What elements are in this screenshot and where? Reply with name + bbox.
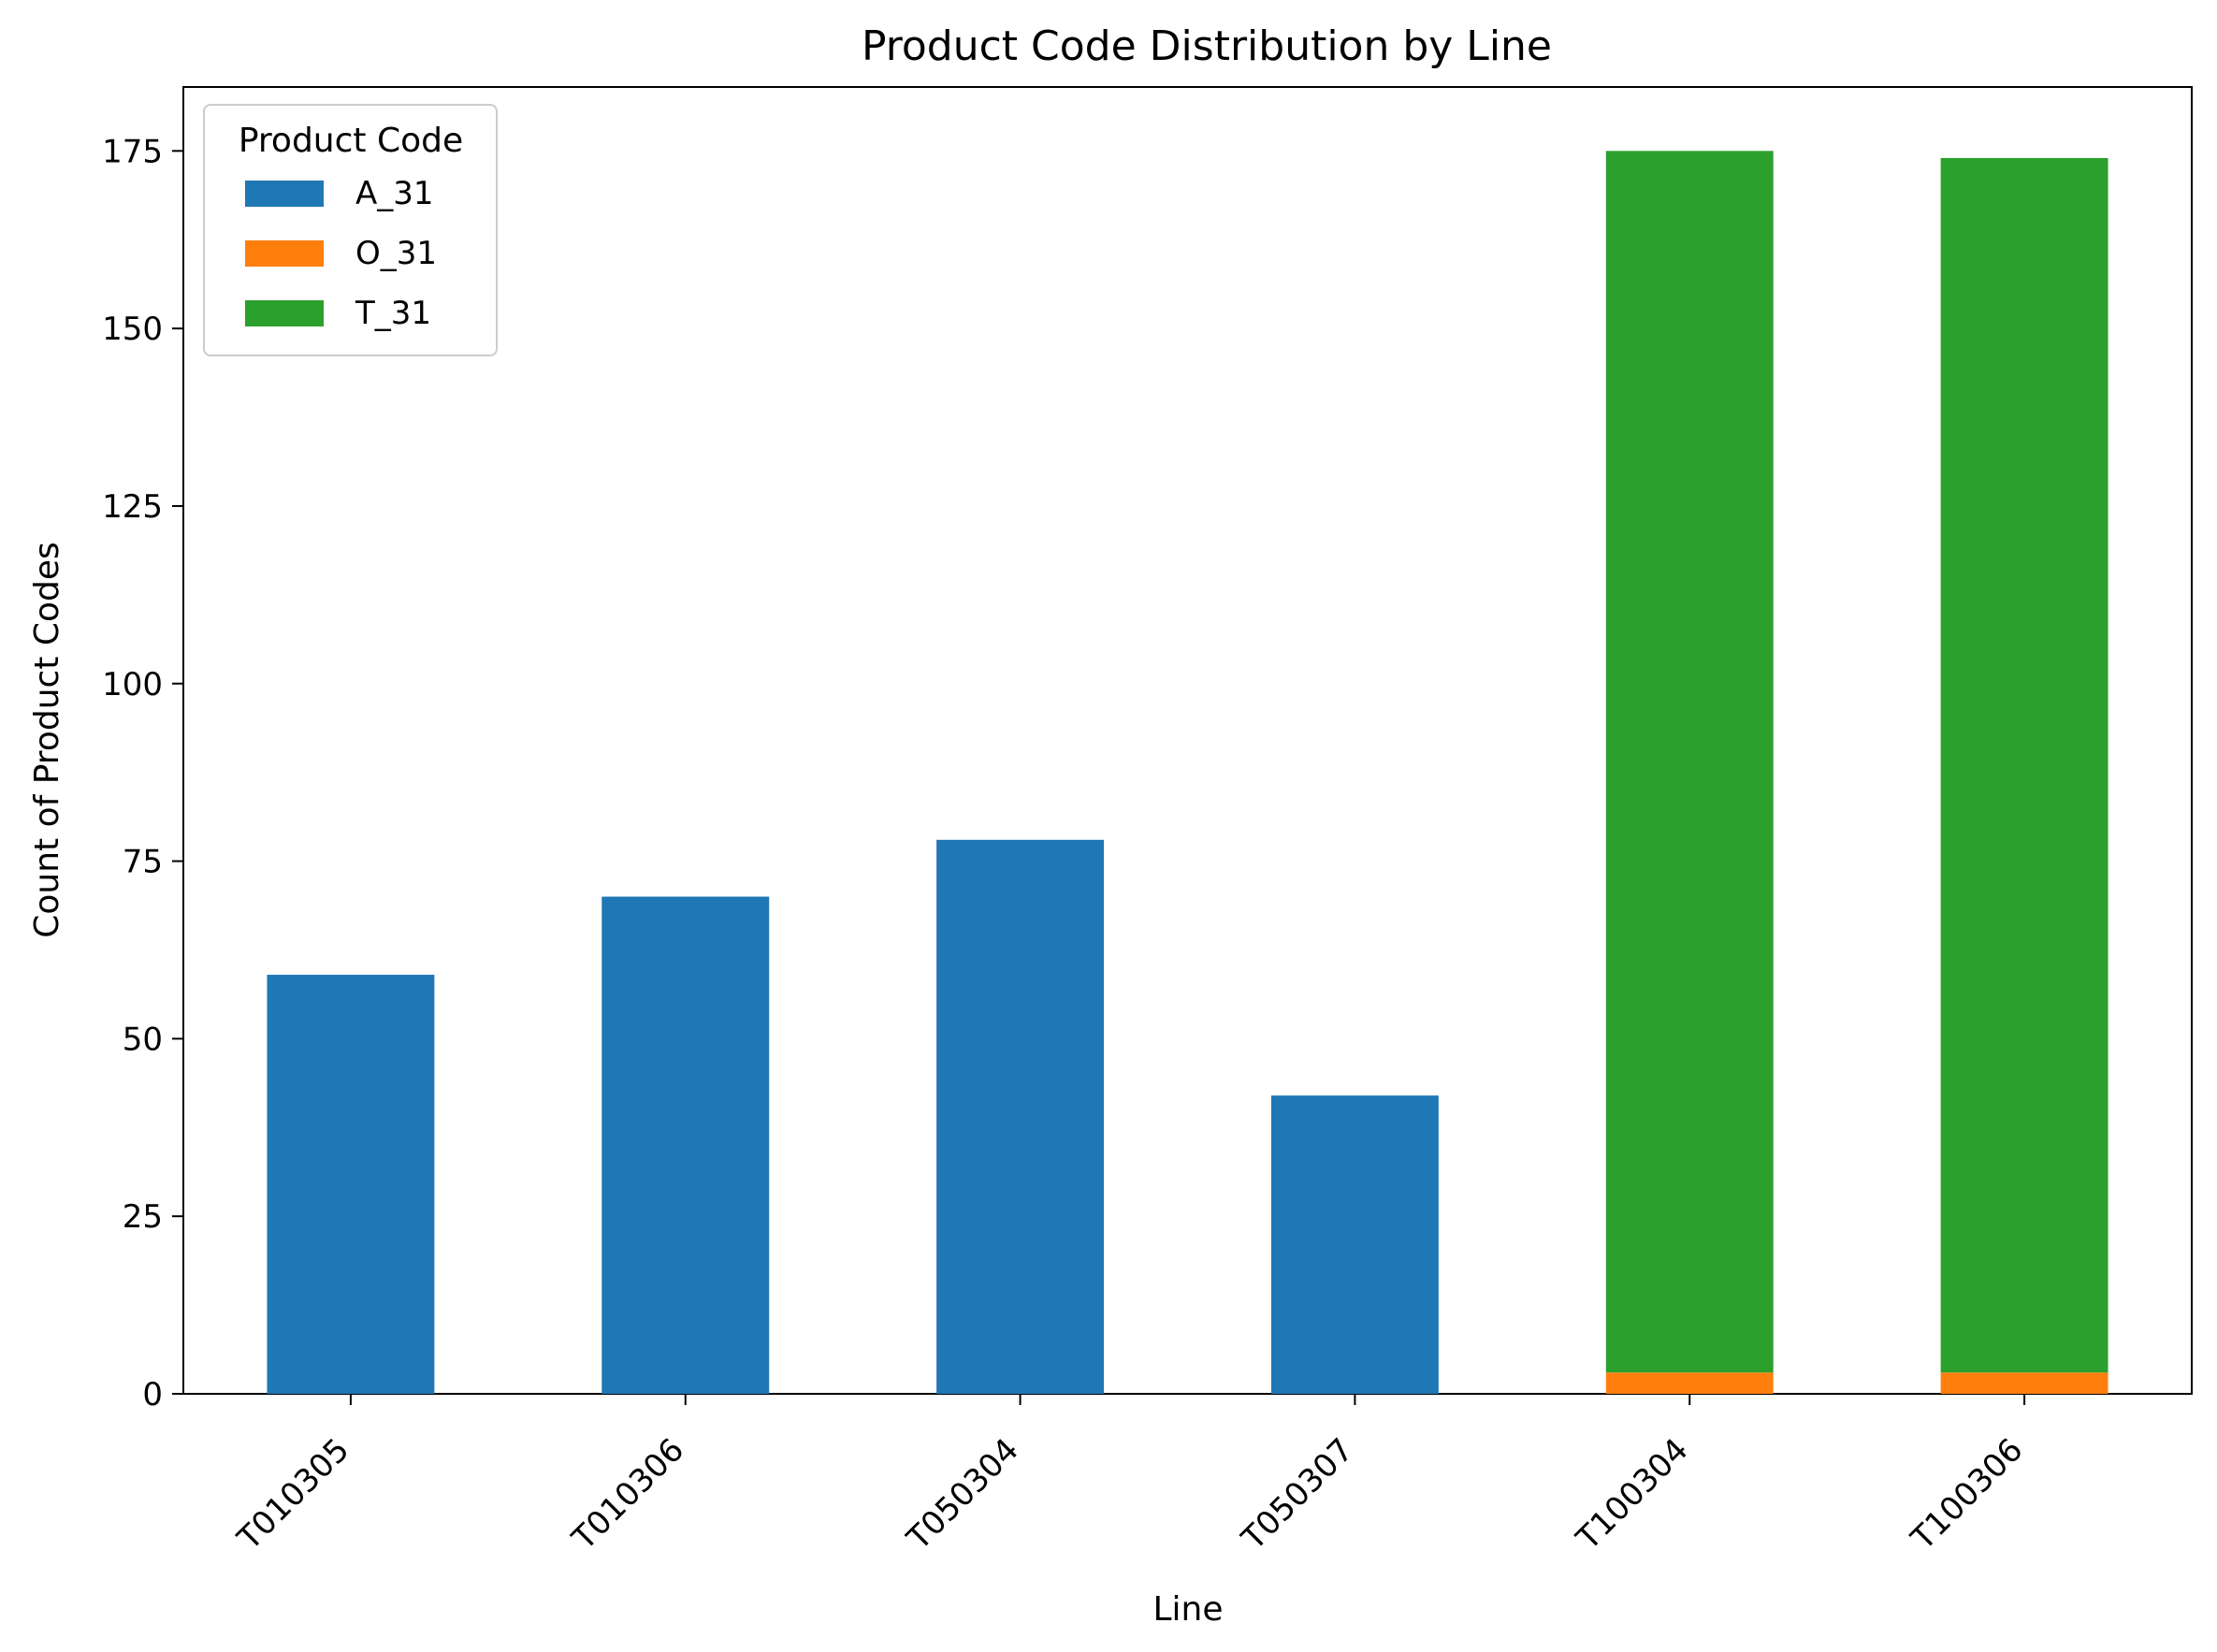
y-tick-label-75: 75 — [123, 844, 163, 881]
x-tick-label-t100306: T100306 — [1904, 1431, 2030, 1558]
bar-t010305-a-31 — [267, 975, 435, 1394]
legend-swatch-t-31 — [245, 300, 324, 326]
bar-t010306-a-31 — [601, 896, 770, 1394]
y-tick-label-0: 0 — [142, 1376, 163, 1413]
legend-box — [203, 104, 498, 356]
y-tick-label-175: 175 — [102, 133, 163, 170]
legend-items: A_31 O_31 T_31 — [245, 175, 437, 332]
legend-label-a-31: A_31 — [355, 175, 434, 212]
x-axis: T010305 T010306 T050304 T050307 T100304 T1003… — [230, 1394, 2030, 1558]
legend-title: Product Code — [239, 122, 463, 160]
y-tick-label-125: 125 — [102, 488, 163, 526]
legend-swatch-o-31 — [245, 240, 324, 267]
legend-label-o-31: O_31 — [355, 235, 437, 272]
bar-t050307-a-31 — [1270, 1095, 1439, 1394]
x-tick-label-t010305: T010305 — [230, 1431, 356, 1558]
bars-layer — [267, 151, 2108, 1394]
bar-t100304-o-31 — [1605, 1372, 1774, 1394]
y-tick-label-100: 100 — [102, 666, 163, 703]
legend-swatch-a-31 — [245, 181, 324, 207]
x-tick-label-t050304: T050304 — [899, 1431, 1025, 1558]
y-axis-label: Count of Product Codes — [28, 542, 66, 938]
x-tick-label-t010306: T010306 — [565, 1431, 691, 1558]
y-tick-label-150: 150 — [102, 311, 163, 348]
x-tick-label-t100304: T100304 — [1569, 1431, 1695, 1558]
chart-title: Product Code Distribution by Line — [862, 22, 1552, 70]
bar-t100306-t-31 — [1940, 157, 2108, 1373]
legend-label-t-31: T_31 — [355, 295, 431, 332]
bar-t050304-a-31 — [936, 839, 1105, 1394]
y-tick-label-50: 50 — [123, 1021, 163, 1058]
bar-t100306-o-31 — [1940, 1372, 2108, 1394]
x-axis-label: Line — [1152, 1590, 1223, 1629]
plot-frame — [182, 86, 2193, 1395]
legend: Product Code A_31 O_31 T_31 — [203, 104, 498, 356]
y-axis: 0 25 50 75 100 125 150 175 — [102, 133, 183, 1413]
y-tick-label-25: 25 — [123, 1198, 163, 1236]
x-tick-label-t050307: T050307 — [1234, 1431, 1360, 1558]
bar-t100304-t-31 — [1605, 151, 1774, 1373]
